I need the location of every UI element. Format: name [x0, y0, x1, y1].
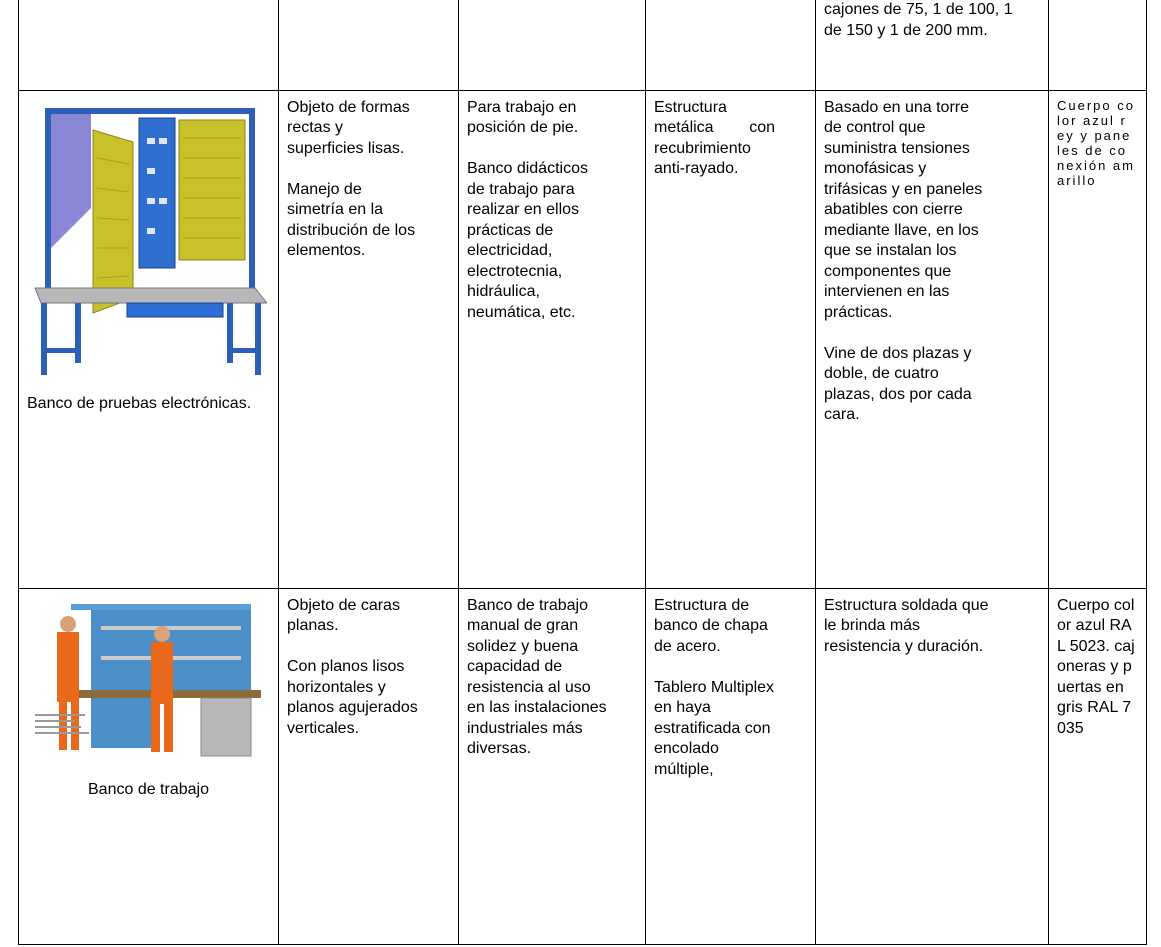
table-cell: Banco de trabajo	[18, 587, 279, 945]
table-row: Banco de trabajo Objeto de caras planas. C…	[18, 587, 1147, 945]
cell-text: Estructura metálica con recubrimiento an…	[654, 98, 775, 178]
table-cell	[458, 0, 646, 91]
table-cell	[18, 0, 279, 91]
workbench-photo	[34, 603, 261, 756]
table-cell: cajones de 75, 1 de 100, 1 de 150 y 1 de…	[815, 0, 1049, 91]
table-cell: Estructura de banco de chapa de acero. Ta…	[645, 587, 816, 945]
table-cell: Objeto de caras planas. Con planos lisos …	[278, 587, 459, 945]
cell-text: Banco de trabajo manual de gran solidez …	[467, 596, 607, 758]
table-cell	[278, 0, 459, 91]
cell-text: Tablero Multiplex en haya estratificada …	[654, 678, 775, 778]
cell-text: Manejo de simetría en la distribución de…	[287, 180, 416, 260]
cell-text: Objeto de caras planas.	[287, 596, 400, 635]
table-cell	[1048, 0, 1147, 91]
cell-text: Banco de trabajo	[88, 780, 209, 798]
table-cell: Banco de pruebas electrónicas.	[18, 89, 279, 589]
table-cell: Para trabajo en posición de pie. Banco di…	[458, 89, 646, 589]
cell-text: Cuerpo color azul RAL 5023. cajoneras y …	[1057, 596, 1135, 737]
cell-text: Estructura soldada que le brinda más res…	[824, 596, 989, 655]
cell-text: Estructura de banco de chapa de acero.	[654, 596, 768, 655]
table-cell: Cuerpo color azul RAL 5023. cajoneras y …	[1048, 587, 1147, 945]
table-cell: Banco de trabajo manual de gran solidez …	[458, 587, 646, 945]
cell-text: Banco didácticos de trabajo para realiza…	[467, 160, 588, 321]
table: cajones de 75, 1 de 100, 1 de 150 y 1 de…	[18, 0, 1147, 945]
table-cell: Estructura soldada que le brinda más res…	[815, 587, 1049, 945]
cell-text: Basado en una torre de control que sumin…	[824, 98, 983, 321]
table-cell	[645, 0, 816, 91]
cell-text: Con planos lisos horizontales y planos a…	[287, 658, 418, 737]
table-cell: Objeto de formas rectas y superficies li…	[278, 89, 459, 589]
bench-illustration	[33, 107, 267, 375]
table-row: Banco de pruebas electrónicas. Objeto de …	[18, 89, 1147, 589]
cell-text: Banco de pruebas electrónicas.	[27, 394, 252, 412]
cell-text: Vine de dos plazas y doble, de cuatro pl…	[824, 344, 972, 424]
document: cajones de 75, 1 de 100, 1 de 150 y 1 de…	[18, 0, 1147, 945]
cell-text: Para trabajo en posición de pie.	[467, 98, 579, 137]
cell-text: Cuerpo color azul rey y paneles de conex…	[1057, 97, 1135, 188]
table-cell: Basado en una torre de control que sumin…	[815, 89, 1049, 589]
table-cell: Estructura metálica con recubrimiento an…	[645, 89, 816, 589]
table-row: cajones de 75, 1 de 100, 1 de 150 y 1 de…	[18, 0, 1147, 91]
table-cell: Cuerpo color azul rey y paneles de conex…	[1048, 89, 1147, 589]
cell-text: Objeto de formas rectas y superficies li…	[287, 98, 410, 157]
table-body: cajones de 75, 1 de 100, 1 de 150 y 1 de…	[18, 0, 1147, 945]
cell-text: cajones de 75, 1 de 100, 1 de 150 y 1 de…	[824, 1, 1013, 39]
